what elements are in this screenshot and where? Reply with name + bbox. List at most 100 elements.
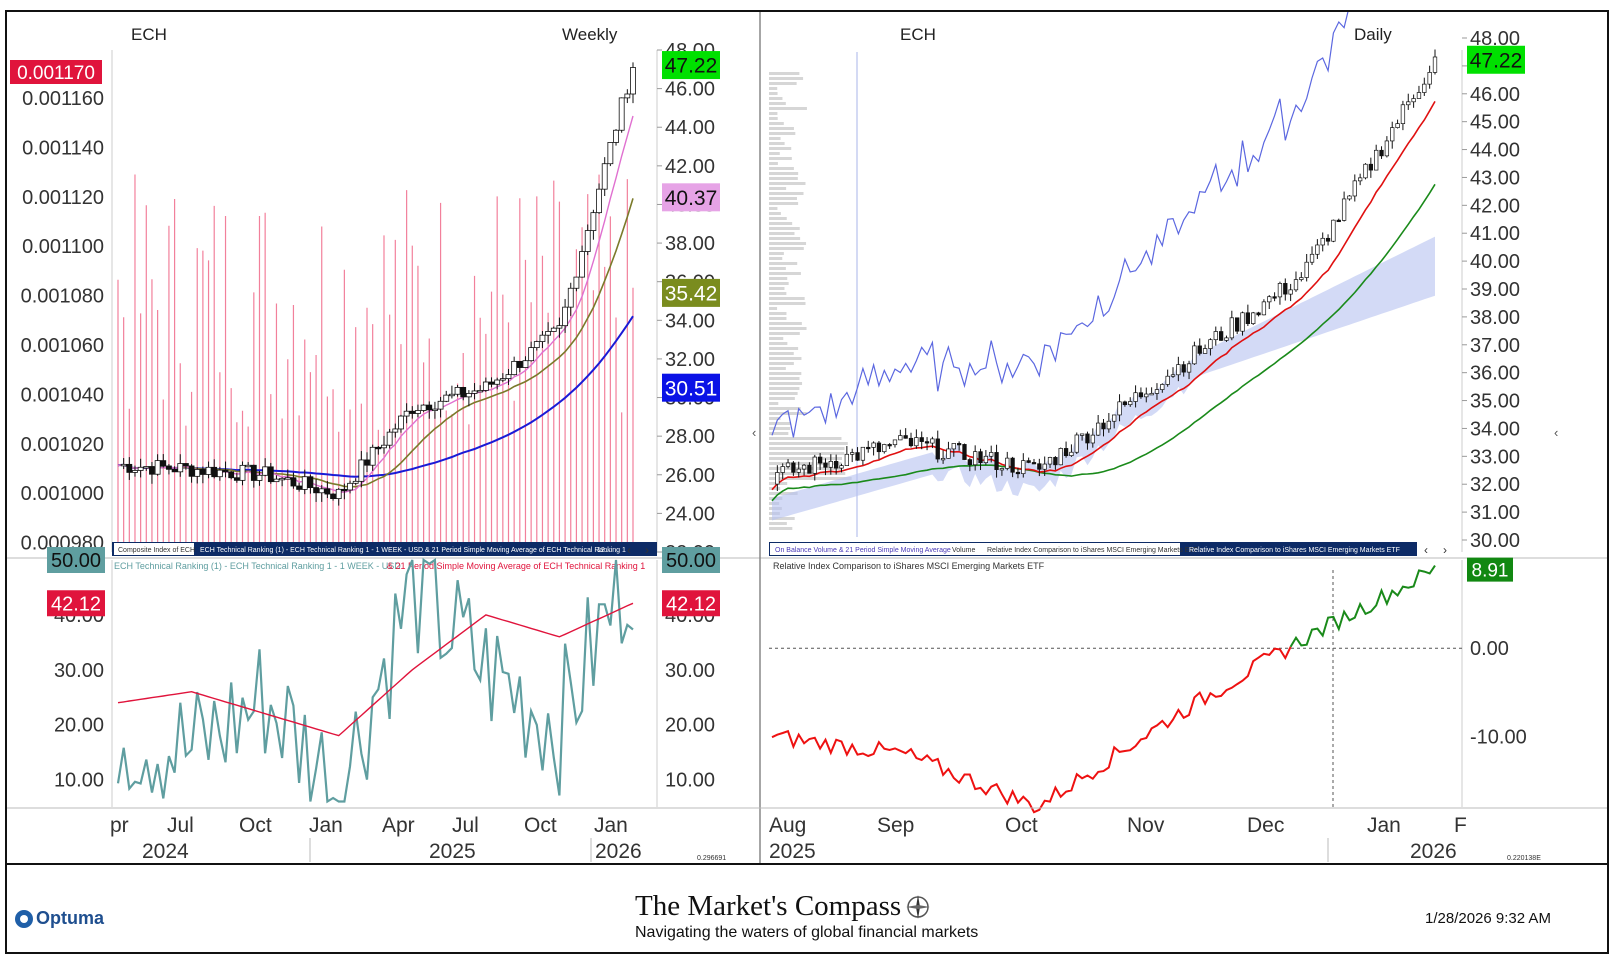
daily-candle-body (1165, 375, 1170, 385)
collapse-left-icon[interactable]: ‹ (752, 425, 756, 440)
candle-body (296, 485, 302, 490)
daily-candle-body (1224, 337, 1229, 341)
right-scroll-right-icon[interactable]: › (1443, 543, 1447, 557)
candle-body (607, 142, 614, 165)
volume-profile-bar (769, 487, 781, 490)
collapse-right-icon[interactable]: ‹ (1554, 425, 1558, 440)
daily-candle-body (1170, 374, 1176, 377)
volume-profile-bar (769, 302, 806, 305)
candle-body (352, 480, 359, 484)
daily-candle-body (1325, 237, 1331, 242)
volume-profile-bar (769, 82, 797, 85)
volume-profile-bar (769, 337, 784, 340)
daily-candle-body (860, 446, 866, 461)
right-month-label: Aug (769, 814, 806, 837)
candle-body (222, 469, 229, 473)
volume-profile-bar (769, 157, 792, 160)
left-year-label: 2024 (142, 840, 189, 863)
ranking-sma-line (117, 602, 634, 737)
daily-candle-body (1261, 301, 1267, 316)
volume-profile-bar (769, 332, 800, 335)
daily-candle-body (930, 438, 935, 444)
relative-line-positive (1289, 565, 1436, 648)
lagging-span-line (771, 12, 1349, 438)
volume-profile-bar (769, 192, 804, 195)
conversion-line (771, 101, 1436, 491)
right-tab-1[interactable]: Volume (952, 547, 975, 554)
candle-body (522, 360, 529, 368)
daily-candle-body (1283, 283, 1288, 295)
volume-profile-bar (769, 257, 783, 260)
candle-body (149, 466, 155, 475)
left-month-label: Oct (239, 814, 272, 837)
candle-body (601, 163, 608, 190)
volume-profile-bar (769, 112, 778, 115)
candle-body (596, 188, 602, 214)
daily-candle-body (1021, 460, 1026, 475)
right-price-tick: 42.00 (1470, 195, 1520, 217)
daily-candle-body (796, 468, 801, 473)
volume-profile-bar (769, 177, 798, 180)
candle-body (160, 460, 167, 467)
right-tab-0[interactable]: On Balance Volume & 21 Period Simple Mov… (775, 547, 951, 554)
volume-profile-bar (769, 232, 795, 235)
right-month-label: Sep (877, 814, 914, 837)
left-year-label: 2025 (429, 840, 476, 863)
volume-profile-bar (769, 517, 795, 520)
right-scroll-left-icon[interactable]: ‹ (1424, 543, 1428, 557)
candle-body (188, 465, 195, 477)
right-axis-tick: 46.00 (665, 79, 715, 101)
daily-candle-body (1368, 163, 1373, 171)
price-badge-3: 30.51 (662, 373, 720, 402)
daily-candle-body (951, 443, 956, 450)
daily-candle-body (1218, 331, 1224, 341)
left-scroll-right-icon[interactable]: › (645, 543, 649, 557)
candle-body (528, 347, 535, 362)
daily-candle-body (866, 446, 871, 450)
left-month-label: Jan (594, 814, 628, 837)
right-axis-tick: 38.00 (665, 233, 715, 255)
right-month-label: Jan (1367, 814, 1401, 837)
daily-candle-body (967, 459, 972, 466)
candle-body (166, 465, 172, 470)
left-axis-tick: 0.001080 (21, 286, 104, 308)
optuma-logo[interactable]: Optuma (15, 908, 104, 929)
daily-candle-body (1299, 277, 1304, 280)
left-tab-active (114, 543, 194, 555)
candle-body (494, 379, 501, 385)
candle-body (556, 325, 563, 329)
daily-candle-body (940, 458, 946, 461)
volume-profile-bar (769, 462, 842, 465)
right-price-tick: 33.00 (1470, 446, 1520, 468)
daily-candle-body (1213, 331, 1218, 341)
daily-candle-body (946, 448, 951, 459)
candle-body (194, 469, 201, 477)
daily-candle-body (1422, 83, 1427, 93)
right-tab-3[interactable]: Relative Index Comparison to iShares MSC… (1189, 547, 1400, 554)
daily-candle-body (1063, 448, 1069, 457)
daily-candle-body (775, 472, 780, 485)
candle-body (318, 488, 325, 494)
daily-candle-body (1331, 219, 1336, 242)
volume-profile-bar (769, 277, 788, 280)
candle-body (267, 466, 274, 483)
candle-body (120, 463, 127, 467)
sma-mid-line (117, 198, 634, 488)
daily-candle-body (962, 444, 967, 460)
candle-body (381, 444, 387, 449)
footer-subtitle: Navigating the waters of global financia… (635, 924, 979, 941)
volume-profile-bar (769, 132, 796, 135)
daily-candle-body (1085, 433, 1090, 444)
candle-body (301, 476, 308, 490)
volume-profile-bar (769, 162, 778, 165)
volume-profile-bar (769, 357, 802, 360)
right-tab-2[interactable]: Relative Index Comparison to iShares MSC… (987, 547, 1198, 554)
candle-body (539, 334, 546, 342)
volume-profile-bar (769, 362, 794, 365)
left-month-label: Oct (524, 814, 557, 837)
candle-body (550, 327, 557, 332)
candle-body (132, 470, 138, 473)
candle-body (533, 341, 540, 349)
volume-profile-bar (769, 172, 799, 175)
left-scroll-left-icon[interactable]: ‹ (627, 543, 631, 557)
